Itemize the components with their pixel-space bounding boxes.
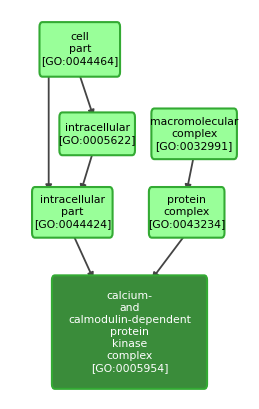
FancyBboxPatch shape: [59, 112, 135, 155]
Text: macromolecular
complex
[GO:0032991]: macromolecular complex [GO:0032991]: [150, 117, 238, 151]
FancyBboxPatch shape: [39, 22, 120, 77]
Text: intracellular
part
[GO:0044424]: intracellular part [GO:0044424]: [34, 196, 111, 229]
Text: protein
complex
[GO:0043234]: protein complex [GO:0043234]: [148, 196, 225, 229]
FancyBboxPatch shape: [32, 187, 113, 238]
FancyBboxPatch shape: [149, 187, 225, 238]
FancyBboxPatch shape: [151, 108, 237, 159]
Text: cell
part
[GO:0044464]: cell part [GO:0044464]: [41, 32, 118, 66]
Text: intracellular
[GO:0005622]: intracellular [GO:0005622]: [59, 123, 136, 145]
FancyBboxPatch shape: [52, 275, 207, 389]
Text: calcium-
and
calmodulin-dependent
protein
kinase
complex
[GO:0005954]: calcium- and calmodulin-dependent protei…: [68, 291, 191, 373]
